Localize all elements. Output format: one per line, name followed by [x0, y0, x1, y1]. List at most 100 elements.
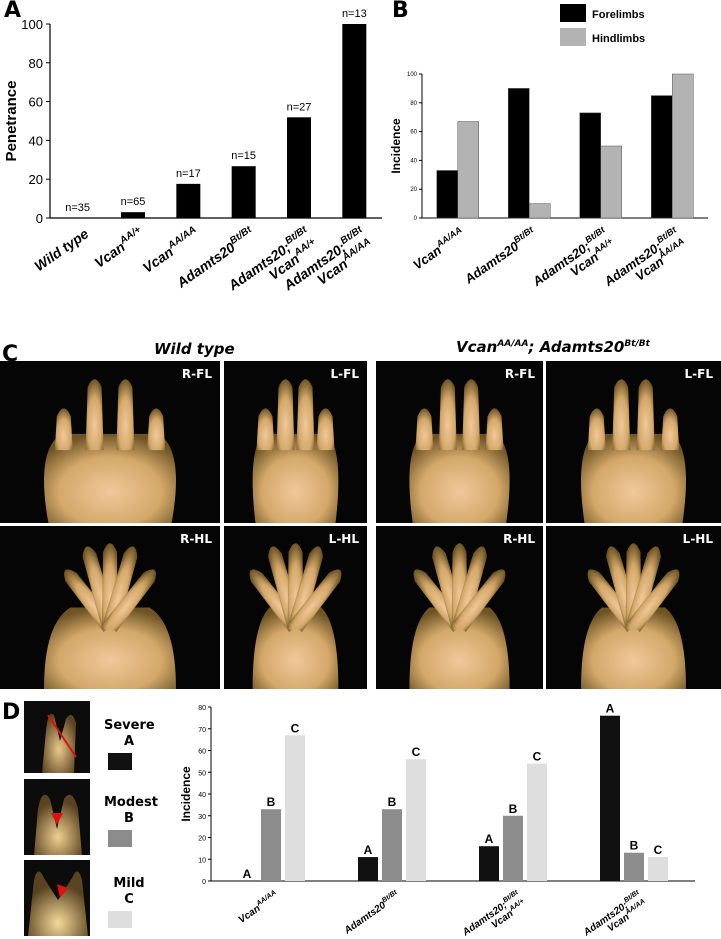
bar-count-label: n=13	[342, 8, 367, 20]
y-tick-label: 0	[414, 216, 418, 222]
y-tick-label: 70	[198, 727, 206, 734]
svg-text:Adamts20;Bt/Bt: Adamts20;Bt/Bt	[459, 889, 523, 939]
forelimb-photo: L-FL	[546, 361, 721, 523]
bar-forelimbs	[508, 88, 530, 219]
y-tick-label: 80	[29, 56, 43, 71]
y-tick-label: 60	[410, 130, 417, 136]
bar-b	[382, 809, 402, 881]
bar-hindlimbs	[672, 73, 694, 219]
svg-text:VcanAA/AA: VcanAA/AA	[236, 889, 281, 926]
x-category-label: Wild type	[31, 225, 91, 274]
severity-mild-swatch	[108, 911, 132, 928]
penetrance-chart: 0 20 40 60 80 100 Penetrance n=35 Wild type n=65 V…	[3, 8, 382, 294]
bar-count-label: n=27	[287, 101, 312, 113]
y-tick-label: 80	[410, 101, 417, 107]
bar-a	[358, 857, 378, 881]
bar-c	[285, 735, 305, 881]
severity-mild-title: Mild	[113, 876, 145, 891]
bar-count-label: n=35	[65, 202, 90, 214]
bar	[287, 117, 311, 218]
photo-label: L-FL	[684, 367, 713, 381]
mutant-title-gene2: Adamts20	[539, 338, 625, 356]
hindlimb-photo: L-HL	[546, 526, 721, 689]
legend-swatch-forelimbs	[560, 4, 586, 22]
bar-letter-label: B	[267, 795, 276, 809]
bar-forelimbs	[436, 170, 458, 219]
bar-letter-label: A	[243, 867, 252, 881]
x-category-label: VcanAA/AA	[236, 889, 281, 926]
mutant-title-sup1: AA/AA	[497, 339, 529, 349]
panel-letter-a: A	[4, 0, 22, 23]
bar-count-label: n=17	[176, 168, 201, 180]
bar-b	[503, 815, 523, 881]
bar-letter-label: C	[654, 843, 663, 857]
panel-letter-b: B	[392, 0, 409, 23]
mutant-title-gene1: Vcan	[456, 338, 498, 356]
bar-b	[261, 809, 281, 881]
y-tick-label: 40	[198, 792, 206, 799]
forelimb-photo: L-FL	[224, 361, 367, 523]
hindlimb-photo: R-HL	[376, 526, 543, 689]
y-tick-label: 20	[410, 187, 417, 193]
mutant-title: VcanAA/AA; Adamts20Bt/Bt	[456, 338, 650, 356]
bar-count-label: n=15	[231, 150, 256, 162]
y-tick-label: 60	[29, 95, 43, 110]
mutant-title-sep: ;	[528, 338, 540, 356]
svg-text:Adamts20Bt/Bt: Adamts20Bt/Bt	[460, 224, 540, 287]
bar-letter-label: B	[509, 802, 518, 816]
x-category-label: VcanAA/AA	[409, 225, 467, 273]
svg-text:Wild type: Wild type	[31, 225, 91, 274]
severe-digit-photo	[24, 701, 90, 773]
bar-c	[648, 857, 668, 881]
panel-letter-d: D	[2, 700, 21, 725]
y-axis-title: Penetrance	[3, 81, 20, 162]
severity-mild-letter: C	[124, 892, 134, 907]
bar-letter-label: C	[412, 745, 421, 759]
bar-letter-label: B	[388, 795, 397, 809]
severity-modest-title: Modest	[104, 795, 158, 810]
svg-text:VcanAA/AA: VcanAA/AA	[409, 225, 467, 273]
severity-severe-swatch	[108, 753, 132, 770]
photo-label: R-FL	[504, 367, 535, 381]
bar-c	[406, 759, 426, 881]
bar-forelimbs	[651, 95, 673, 219]
severity-severe-title: Severe	[104, 718, 155, 733]
panel-letter-c: C	[2, 342, 19, 367]
photo-label: L-HL	[328, 532, 359, 546]
y-tick-label: 20	[198, 836, 206, 843]
photo-label: L-HL	[682, 532, 713, 546]
bar-letter-label: A	[364, 843, 373, 857]
x-category-label: VcanAA/+	[90, 224, 146, 271]
bar-letter-label: B	[630, 839, 639, 853]
y-tick-label: 0	[202, 879, 206, 886]
x-category-label: Adamts20Bt/Bt	[342, 889, 399, 937]
photo-label: R-FL	[181, 367, 212, 381]
photo-label: R-HL	[180, 532, 212, 546]
svg-text:VcanAA/+: VcanAA/+	[90, 224, 146, 271]
y-tick-label: 40	[29, 133, 43, 148]
mild-digit-photo	[24, 860, 90, 936]
bar-letter-label: A	[485, 832, 494, 846]
y-tick-label: 10	[198, 857, 206, 864]
y-axis-title: Incidence	[390, 118, 403, 174]
y-tick-label: 100	[407, 72, 418, 78]
x-category-label: Adamts20Bt/Bt	[460, 224, 540, 287]
bar-c	[527, 763, 547, 881]
limb-incidence-chart: 0 20 40 60 80 100 Incidence VcanAA/AAAdamts20Bt…	[390, 4, 708, 289]
forelimb-photo: R-FL	[0, 361, 220, 523]
bar-count-label: n=65	[121, 196, 146, 208]
severity-incidence-chart: 0 10 20 30 40 50 60 70 80 Incidence A B C VcanAA/AA A B…	[180, 702, 695, 939]
y-tick-label: 0	[36, 211, 43, 226]
y-tick-label: 60	[198, 749, 206, 756]
modest-digit-photo	[24, 779, 90, 855]
svg-text:Adamts20;Bt/Bt: Adamts20;Bt/Bt	[528, 224, 611, 289]
bar	[342, 24, 367, 218]
bar-a	[479, 846, 499, 881]
y-tick-label: 20	[29, 172, 43, 187]
forelimb-photo: R-FL	[376, 361, 543, 523]
y-tick-label: 100	[21, 17, 43, 32]
